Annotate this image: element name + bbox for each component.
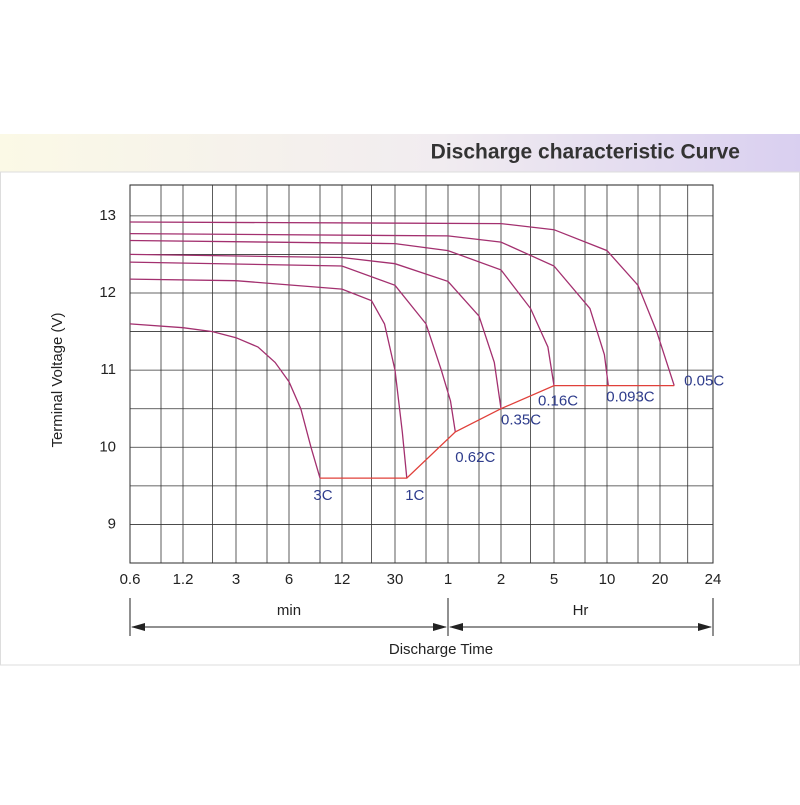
curve [129, 232, 609, 386]
y-axis-label: Terminal Voltage (V) [49, 312, 66, 447]
cutoff-line [320, 384, 675, 479]
curve [129, 261, 456, 432]
x-tick-label: 1.2 [173, 571, 194, 588]
x-tick-label: 12 [334, 571, 351, 588]
x-axis-label: Discharge Time [389, 641, 493, 658]
x-tick-label: 5 [550, 571, 558, 588]
curve [129, 221, 675, 386]
y-tick-label: 11 [100, 361, 116, 378]
curve [129, 239, 555, 386]
curve-label: 0.093C [606, 389, 655, 406]
curve-label: 0.35C [501, 412, 541, 429]
curve-label: 3C [313, 487, 332, 504]
x-tick-label: 6 [285, 571, 293, 588]
y-tick-label: 12 [99, 284, 116, 301]
panel [0, 171, 800, 666]
x-tick-label: 24 [705, 571, 722, 588]
unit-label: Hr [573, 602, 589, 619]
arrow-head [449, 623, 463, 631]
curve-label: 1C [405, 487, 424, 504]
header-band [0, 134, 800, 172]
curve [129, 278, 408, 479]
x-tick-label: 0.6 [120, 571, 141, 588]
curve-label: 0.05C [684, 373, 724, 390]
curve-label: 0.16C [538, 393, 578, 410]
chart-title: Discharge characteristic Curve [431, 141, 740, 164]
y-tick-label: 10 [99, 438, 116, 455]
curve [129, 323, 321, 479]
arrow-head [698, 623, 712, 631]
arrow-head [131, 623, 145, 631]
y-tick-label: 13 [99, 207, 116, 224]
x-tick-label: 2 [497, 571, 505, 588]
x-tick-label: 30 [387, 571, 404, 588]
unit-label: min [277, 602, 301, 619]
x-tick-label: 20 [652, 571, 669, 588]
x-tick-label: 3 [232, 571, 240, 588]
arrow-head [433, 623, 447, 631]
x-tick-label: 1 [444, 571, 452, 588]
curve [129, 253, 502, 409]
curve-label: 0.62C [455, 449, 495, 466]
y-tick-label: 9 [108, 515, 116, 532]
x-tick-label: 10 [599, 571, 616, 588]
